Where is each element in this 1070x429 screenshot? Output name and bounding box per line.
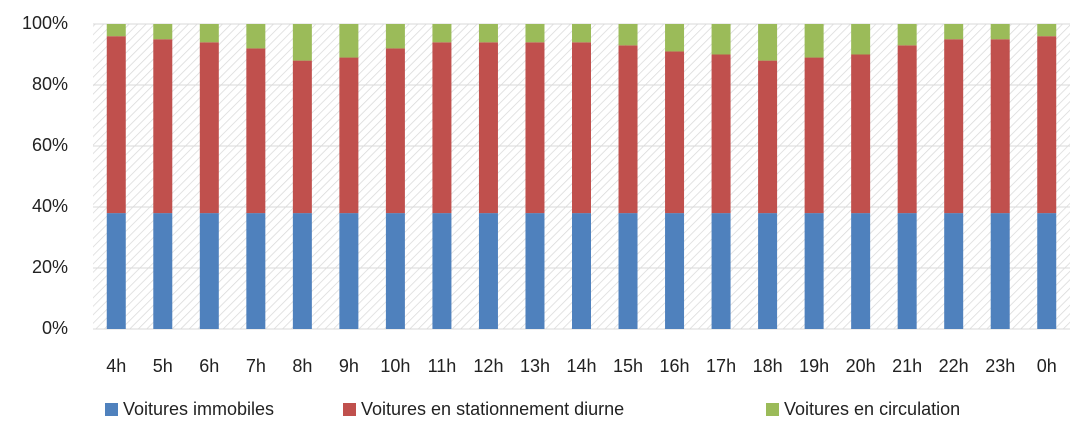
bar-segment [478, 24, 498, 43]
x-tick-label: 10h [380, 356, 410, 376]
bar-segment [432, 42, 452, 214]
bar-segment [804, 57, 824, 214]
bar-segment [153, 24, 173, 40]
bar-segment [851, 54, 871, 214]
x-tick-label: 0h [1037, 356, 1057, 376]
y-tick-label: 100% [22, 13, 68, 33]
bar-segment [1037, 24, 1057, 37]
bar-segment [199, 42, 219, 214]
bar-segment [758, 213, 778, 329]
y-tick-label: 60% [32, 135, 68, 155]
x-tick-label: 14h [566, 356, 596, 376]
legend-swatch [105, 403, 118, 416]
bar-segment [758, 60, 778, 214]
bar-segment [618, 45, 638, 214]
y-tick-label: 80% [32, 74, 68, 94]
bar-segment [944, 24, 964, 40]
legend-label: Voitures en circulation [784, 399, 960, 419]
bar-segment [385, 48, 405, 214]
bar-segment [944, 39, 964, 214]
bar-segment [990, 24, 1010, 40]
bar-segment [804, 213, 824, 329]
bar-segment [572, 24, 591, 43]
legend-label: Voitures immobiles [123, 399, 274, 419]
bar-segment [153, 213, 173, 329]
bar-segment [246, 48, 266, 214]
bar-segment [1037, 36, 1057, 214]
bar-segment [292, 24, 312, 61]
bar-segment [339, 213, 359, 329]
bar-segment [990, 39, 1010, 214]
bar-segment [758, 24, 778, 61]
x-tick-label: 19h [799, 356, 829, 376]
bar-segment [897, 213, 917, 329]
y-tick-label: 20% [32, 257, 68, 277]
bar-segment [106, 213, 126, 329]
bar-segment [199, 24, 219, 43]
x-tick-label: 11h [428, 356, 457, 376]
bar-segment [199, 213, 219, 329]
bar-segment [246, 213, 266, 329]
bar-segment [711, 213, 731, 329]
bar-segment [246, 24, 266, 49]
bar-segment [106, 24, 126, 37]
bar-segment [618, 24, 638, 46]
bar-segment [572, 213, 591, 329]
x-tick-label: 23h [985, 356, 1015, 376]
bar-segment [339, 24, 359, 58]
bar-segment [897, 45, 917, 214]
x-tick-label: 7h [246, 356, 266, 376]
x-tick-label: 22h [939, 356, 969, 376]
bar-segment [665, 51, 685, 214]
bar-segment [618, 213, 638, 329]
bar-segment [339, 57, 359, 214]
bar-segment [478, 42, 498, 214]
x-tick-label: 15h [613, 356, 643, 376]
bar-segment [1037, 213, 1057, 329]
x-tick-label: 12h [473, 356, 503, 376]
x-tick-label: 17h [706, 356, 736, 376]
x-tick-label: 4h [106, 356, 126, 376]
bar-segment [292, 213, 312, 329]
x-tick-label: 8h [292, 356, 312, 376]
x-tick-label: 16h [660, 356, 690, 376]
bar-segment [153, 39, 173, 214]
bar-segment [432, 24, 452, 43]
bar-segment [478, 213, 498, 329]
y-tick-label: 40% [32, 196, 68, 216]
x-tick-label: 9h [339, 356, 359, 376]
x-tick-label: 18h [753, 356, 783, 376]
bar-segment [665, 24, 685, 52]
bar-segment [851, 24, 871, 55]
legend-swatch [766, 403, 779, 416]
x-tick-label: 5h [153, 356, 173, 376]
bar-segment [944, 213, 964, 329]
bar-segment [572, 42, 591, 214]
x-tick-label: 20h [846, 356, 876, 376]
bar-segment [385, 213, 405, 329]
bar-segment [106, 36, 126, 214]
legend-label: Voitures en stationnement diurne [361, 399, 624, 419]
bar-segment [292, 60, 312, 214]
bar-segment [525, 213, 545, 329]
bar-segment [525, 42, 545, 214]
x-tick-label: 6h [199, 356, 219, 376]
bar-segment [385, 24, 405, 49]
legend-swatch [343, 403, 356, 416]
bar-segment [665, 213, 685, 329]
bar-segment [990, 213, 1010, 329]
bar-segment [711, 24, 731, 55]
bar-segment [851, 213, 871, 329]
y-tick-label: 0% [42, 318, 68, 338]
x-tick-label: 13h [520, 356, 550, 376]
x-tick-label: 21h [892, 356, 922, 376]
bar-segment [711, 54, 731, 214]
bar-segment [432, 213, 452, 329]
bar-segment [525, 24, 545, 43]
bar-segment [804, 24, 824, 58]
bar-segment [897, 24, 917, 46]
